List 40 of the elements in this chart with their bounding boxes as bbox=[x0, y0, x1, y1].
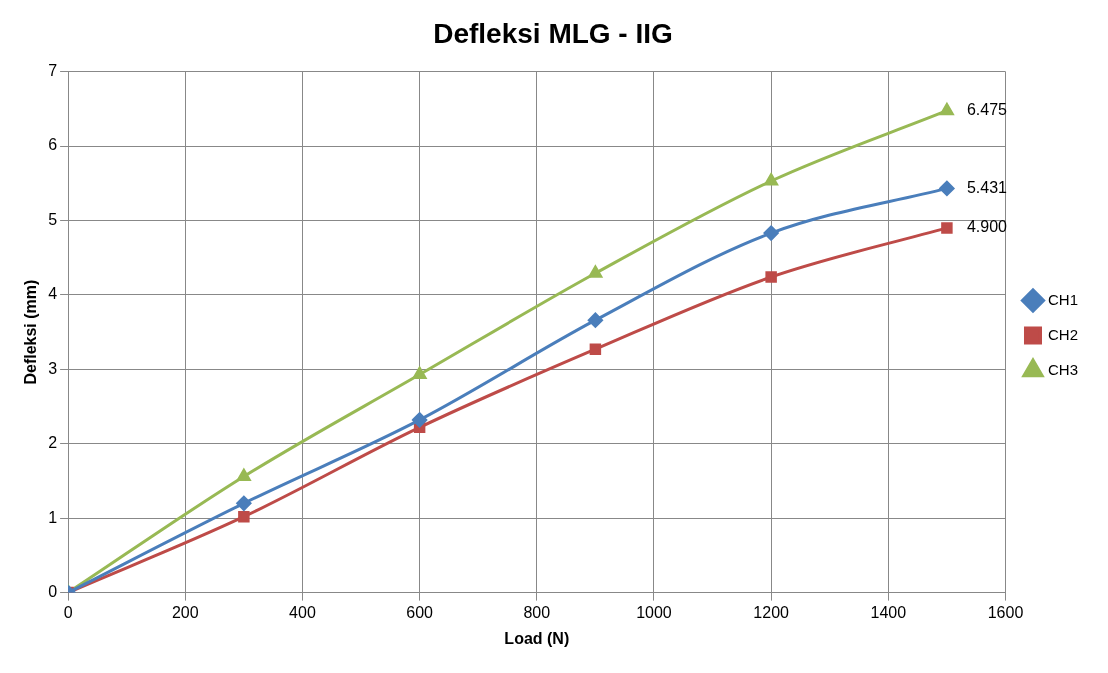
x-tick-label: 600 bbox=[406, 603, 434, 621]
y-tick-label: 3 bbox=[48, 359, 58, 377]
legend-label: CH2 bbox=[1047, 325, 1079, 343]
y-tick-label: 0 bbox=[48, 583, 58, 601]
chart-title: Defleksi MLG - IIG bbox=[433, 17, 673, 49]
y-tick-label: 7 bbox=[48, 62, 58, 80]
point bbox=[412, 412, 428, 428]
point bbox=[765, 271, 777, 283]
legend-label: CH3 bbox=[1047, 360, 1079, 378]
x-tick-label: 0 bbox=[63, 603, 73, 621]
point bbox=[588, 265, 603, 278]
data-label: 6.475 bbox=[966, 101, 1008, 119]
point bbox=[236, 495, 252, 511]
point bbox=[941, 222, 953, 234]
y-tick-label: 6 bbox=[48, 136, 58, 154]
y-tick-label: 2 bbox=[48, 434, 58, 452]
x-tick-label: 1200 bbox=[753, 603, 790, 621]
x-tick-label: 1600 bbox=[987, 603, 1024, 621]
y-tick-label: 5 bbox=[48, 210, 58, 228]
legend-label: CH1 bbox=[1047, 290, 1079, 308]
point bbox=[764, 173, 778, 186]
x-tick-label: 800 bbox=[523, 603, 551, 621]
point bbox=[238, 510, 250, 523]
x-axis-title: Load (N) bbox=[504, 629, 570, 647]
point bbox=[939, 180, 955, 196]
x-tick-label: 400 bbox=[289, 603, 316, 621]
data-label: 5.431 bbox=[966, 178, 1008, 196]
data-label: 4.900 bbox=[966, 218, 1008, 236]
y-tick-label: 1 bbox=[48, 508, 58, 526]
point bbox=[237, 468, 251, 481]
point bbox=[412, 367, 427, 380]
y-axis-title: Defleksi (mm) bbox=[22, 279, 40, 385]
x-tick-label: 1000 bbox=[636, 603, 672, 621]
x-tick-label: 200 bbox=[171, 603, 199, 621]
y-tick-label: 4 bbox=[48, 285, 58, 303]
point bbox=[589, 343, 602, 355]
x-tick-label: 1400 bbox=[870, 603, 907, 621]
point bbox=[587, 312, 603, 328]
point bbox=[763, 225, 779, 241]
point bbox=[940, 103, 954, 116]
